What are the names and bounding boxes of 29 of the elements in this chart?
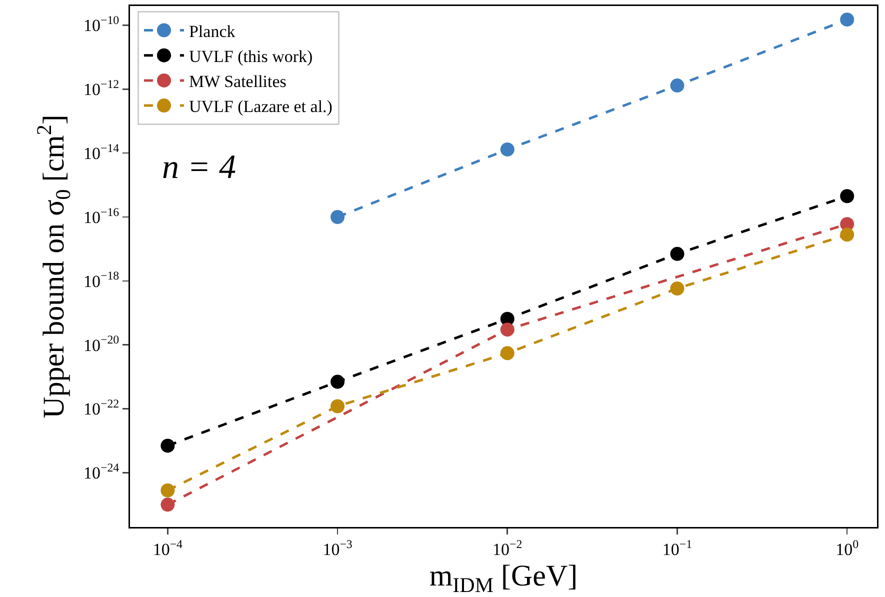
legend-label: MW Satellites: [188, 72, 286, 92]
point: [500, 346, 514, 360]
y-tick-label: 10$^{−10}$: [83, 13, 120, 36]
point: [160, 498, 175, 512]
x-tick-label: 10$^{0}$: [836, 536, 859, 559]
y-tick-label: 10$^{−22}$: [83, 396, 120, 419]
point: [160, 483, 175, 498]
legend-label: Planck: [188, 22, 236, 41]
point: [840, 189, 854, 204]
x-axis-title: m$_{IDM}$ [GeV]: [429, 560, 578, 597]
x-tick-label: 10$^{−4}$: [152, 536, 183, 559]
x-tick-label: 10$^{−1}$: [662, 536, 692, 559]
y-tick-label: 10$^{−18}$: [83, 268, 120, 291]
x-tick-label: 10$^{−2}$: [492, 536, 522, 559]
y-tick-label: 10$^{−24}$: [83, 460, 120, 483]
point: [160, 438, 175, 453]
y-tick-label: 10$^{−16}$: [83, 204, 120, 227]
point: [330, 374, 345, 389]
point: [670, 281, 684, 296]
y-tick-label: 10$^{−20}$: [83, 332, 120, 355]
legend-label: UVLF (this work): [188, 46, 313, 66]
point: [670, 246, 684, 261]
annotation: n = 4: [162, 149, 236, 186]
x-tick-label: 10$^{−3}$: [322, 536, 352, 559]
point: [330, 399, 345, 414]
y-tick-label: 10$^{−12}$: [83, 76, 120, 100]
legend-label: UVLF (Lazare et al.): [188, 97, 332, 116]
point: [840, 228, 854, 242]
y-tick-label: 10$^{−14}$: [83, 140, 120, 164]
